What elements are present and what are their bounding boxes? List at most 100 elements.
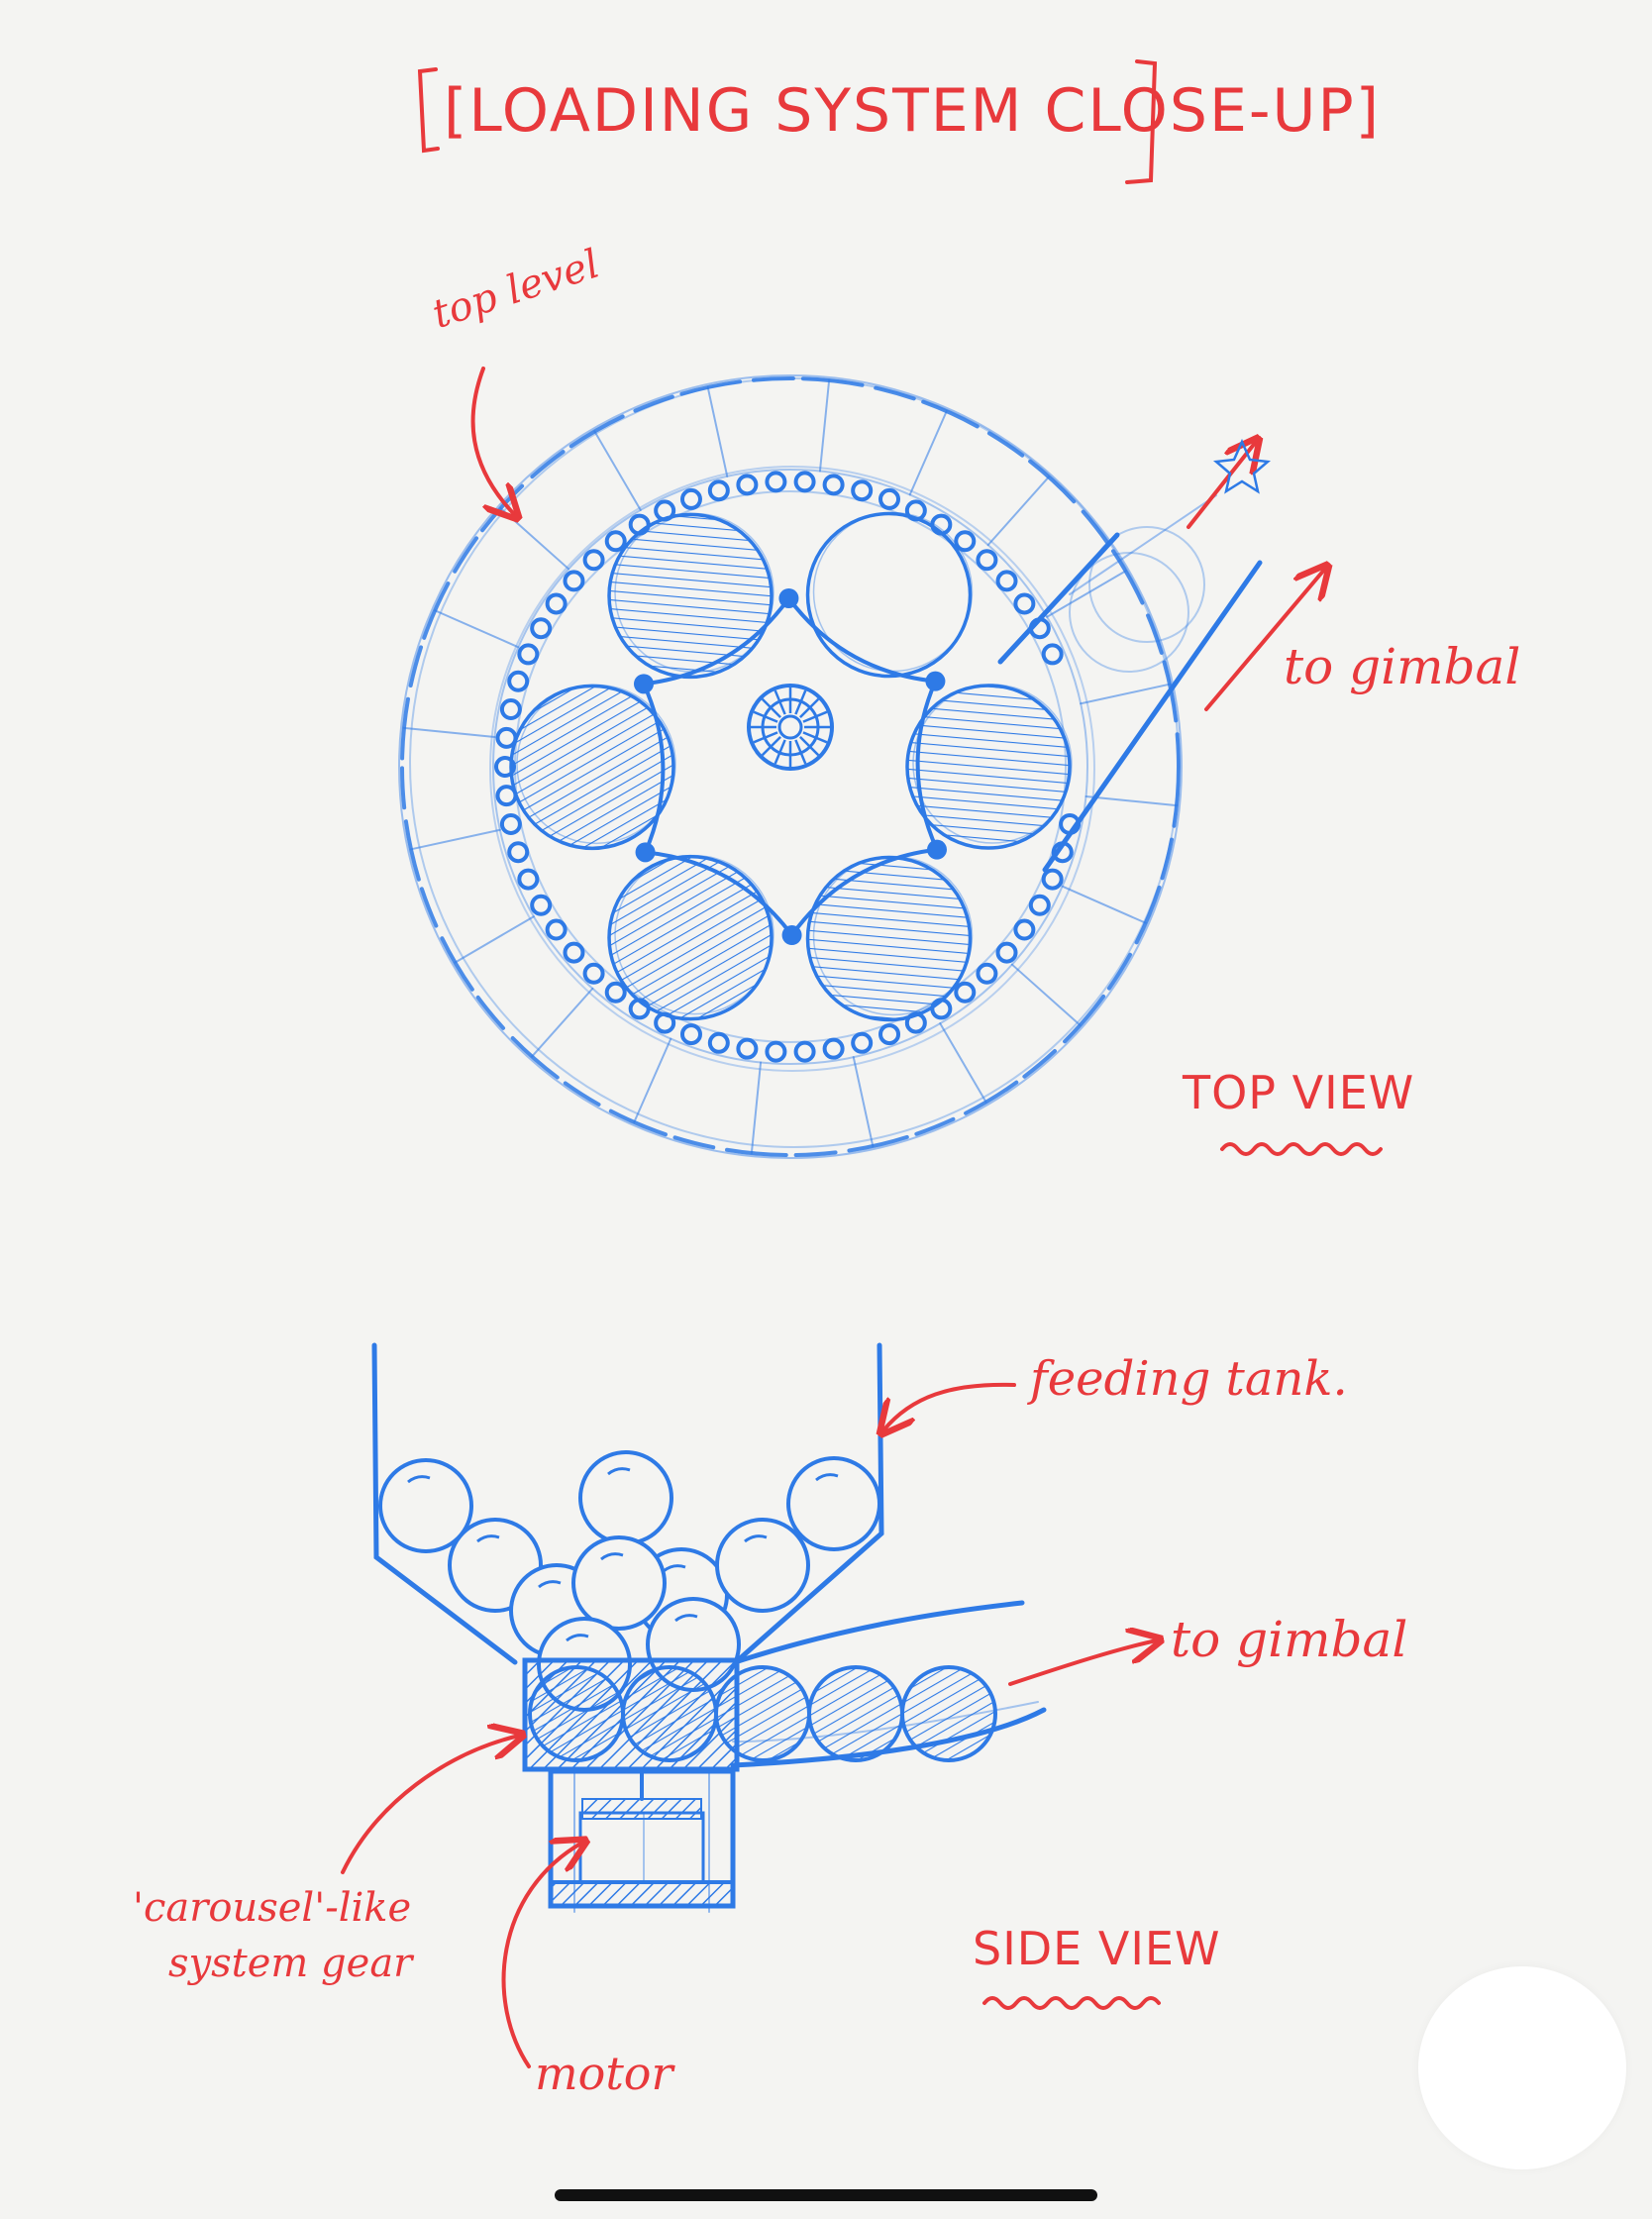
gear-tooth — [799, 736, 820, 757]
tank-ball-highlight — [607, 1467, 631, 1476]
carousel-pin — [781, 924, 802, 945]
gear-tooth — [753, 731, 778, 744]
tank-ball-highlight — [538, 1580, 562, 1589]
tank-ball-highlight — [674, 1614, 698, 1623]
ring-spoke — [593, 430, 642, 511]
feeding-tank-arrow — [883, 1382, 1016, 1430]
bead — [604, 530, 627, 553]
bead — [851, 479, 874, 502]
tank-ball — [571, 1535, 667, 1631]
bead — [563, 941, 585, 964]
tank-ball-highlight — [476, 1534, 500, 1543]
bead — [976, 549, 998, 572]
tank-ball-highlight — [600, 1552, 624, 1561]
gear-tooth — [761, 736, 781, 757]
star-mark — [1213, 438, 1271, 494]
carousel-ball — [509, 684, 675, 851]
ring-spoke — [908, 410, 948, 496]
label-to-gimbal-side: to gimbal — [1171, 1611, 1408, 1668]
ring-spoke — [750, 1061, 763, 1155]
assistive-touch-icon[interactable] — [1418, 1966, 1626, 2169]
track-ball — [714, 1665, 811, 1762]
central-gear — [747, 684, 834, 771]
carousel-pin — [925, 671, 946, 691]
top-view-annotations — [470, 367, 1383, 1156]
ring-spoke — [1046, 570, 1127, 618]
track-balls — [528, 1665, 997, 1762]
ring-spoke — [434, 609, 520, 649]
carousel-ball — [905, 684, 1072, 850]
track-ball — [807, 1665, 904, 1762]
bead — [545, 592, 568, 615]
tank-ball — [378, 1458, 473, 1553]
tank-ball — [786, 1456, 881, 1551]
bead — [707, 1031, 730, 1054]
carousel-ball-sketch — [812, 855, 974, 1016]
tank-ball — [715, 1518, 810, 1613]
carousel-arm — [789, 847, 938, 937]
ring-spoke — [402, 726, 496, 739]
gear-tooth — [799, 697, 820, 718]
bead — [1013, 592, 1036, 615]
bead — [1041, 643, 1064, 666]
exit-arrow — [1187, 442, 1256, 529]
bead — [507, 841, 530, 864]
gear-tooth — [774, 739, 786, 765]
carousel-arm — [645, 850, 794, 937]
carousel-ball-sketch — [912, 684, 1073, 844]
title-brackets — [417, 59, 1158, 184]
carousel-ball-sketch — [614, 854, 774, 1015]
gear-tooth — [753, 710, 778, 723]
carousel-arm — [642, 683, 666, 854]
gear-tooth — [794, 739, 807, 765]
top-view-underline — [1220, 1142, 1383, 1156]
ring-spoke — [986, 476, 1050, 547]
bead — [545, 918, 568, 941]
side-view-annotations — [341, 1382, 1159, 2068]
ring-spoke — [818, 378, 831, 473]
to-gimbal-arrow-side — [1008, 1640, 1157, 1686]
bead — [1041, 868, 1064, 891]
carousel-balls — [509, 511, 1073, 1022]
ring-spoke — [706, 385, 729, 477]
bead — [530, 617, 553, 640]
gear-tooth — [774, 689, 786, 715]
bead — [995, 941, 1018, 964]
top-level-pointer — [470, 367, 515, 515]
gear-tooth — [794, 689, 807, 715]
bead — [765, 471, 787, 493]
top-view-diagram — [398, 367, 1383, 1159]
ring-spoke — [939, 1022, 987, 1104]
tank-ball-highlight — [663, 1564, 686, 1573]
tank-ball-highlight — [815, 1473, 839, 1482]
home-indicator-bar[interactable] — [555, 2189, 1097, 2201]
bead — [582, 962, 605, 985]
bead — [582, 549, 605, 572]
bead — [499, 812, 522, 835]
bead — [995, 570, 1018, 592]
motor-pointer — [501, 1843, 582, 2068]
label-to-gimbal-top: to gimbal — [1284, 638, 1521, 695]
carousel-ball — [607, 854, 774, 1021]
exit-chute — [997, 494, 1263, 873]
label-motor: motor — [535, 2047, 673, 2100]
track-ball — [900, 1665, 997, 1762]
label-side-view: SIDE VIEW — [973, 1922, 1221, 1975]
bead — [822, 1037, 845, 1060]
bead — [736, 474, 759, 496]
page-title: [LOADING SYSTEM CLOSE-UP] — [444, 76, 1382, 146]
ring-spoke — [1010, 963, 1082, 1026]
label-feeding-tank: feeding tank. — [1030, 1351, 1348, 1407]
bead — [707, 479, 730, 502]
carousel-pin — [635, 842, 656, 863]
gear-tooth — [802, 731, 828, 744]
bead — [793, 471, 816, 493]
tank-ball-highlight — [566, 1634, 589, 1642]
ring-spoke — [1084, 794, 1179, 807]
side-view-diagram — [341, 1342, 1159, 2068]
ring-spoke — [454, 915, 535, 964]
bead — [793, 1040, 816, 1063]
bead — [878, 487, 901, 510]
motor-housing — [548, 1768, 736, 1913]
